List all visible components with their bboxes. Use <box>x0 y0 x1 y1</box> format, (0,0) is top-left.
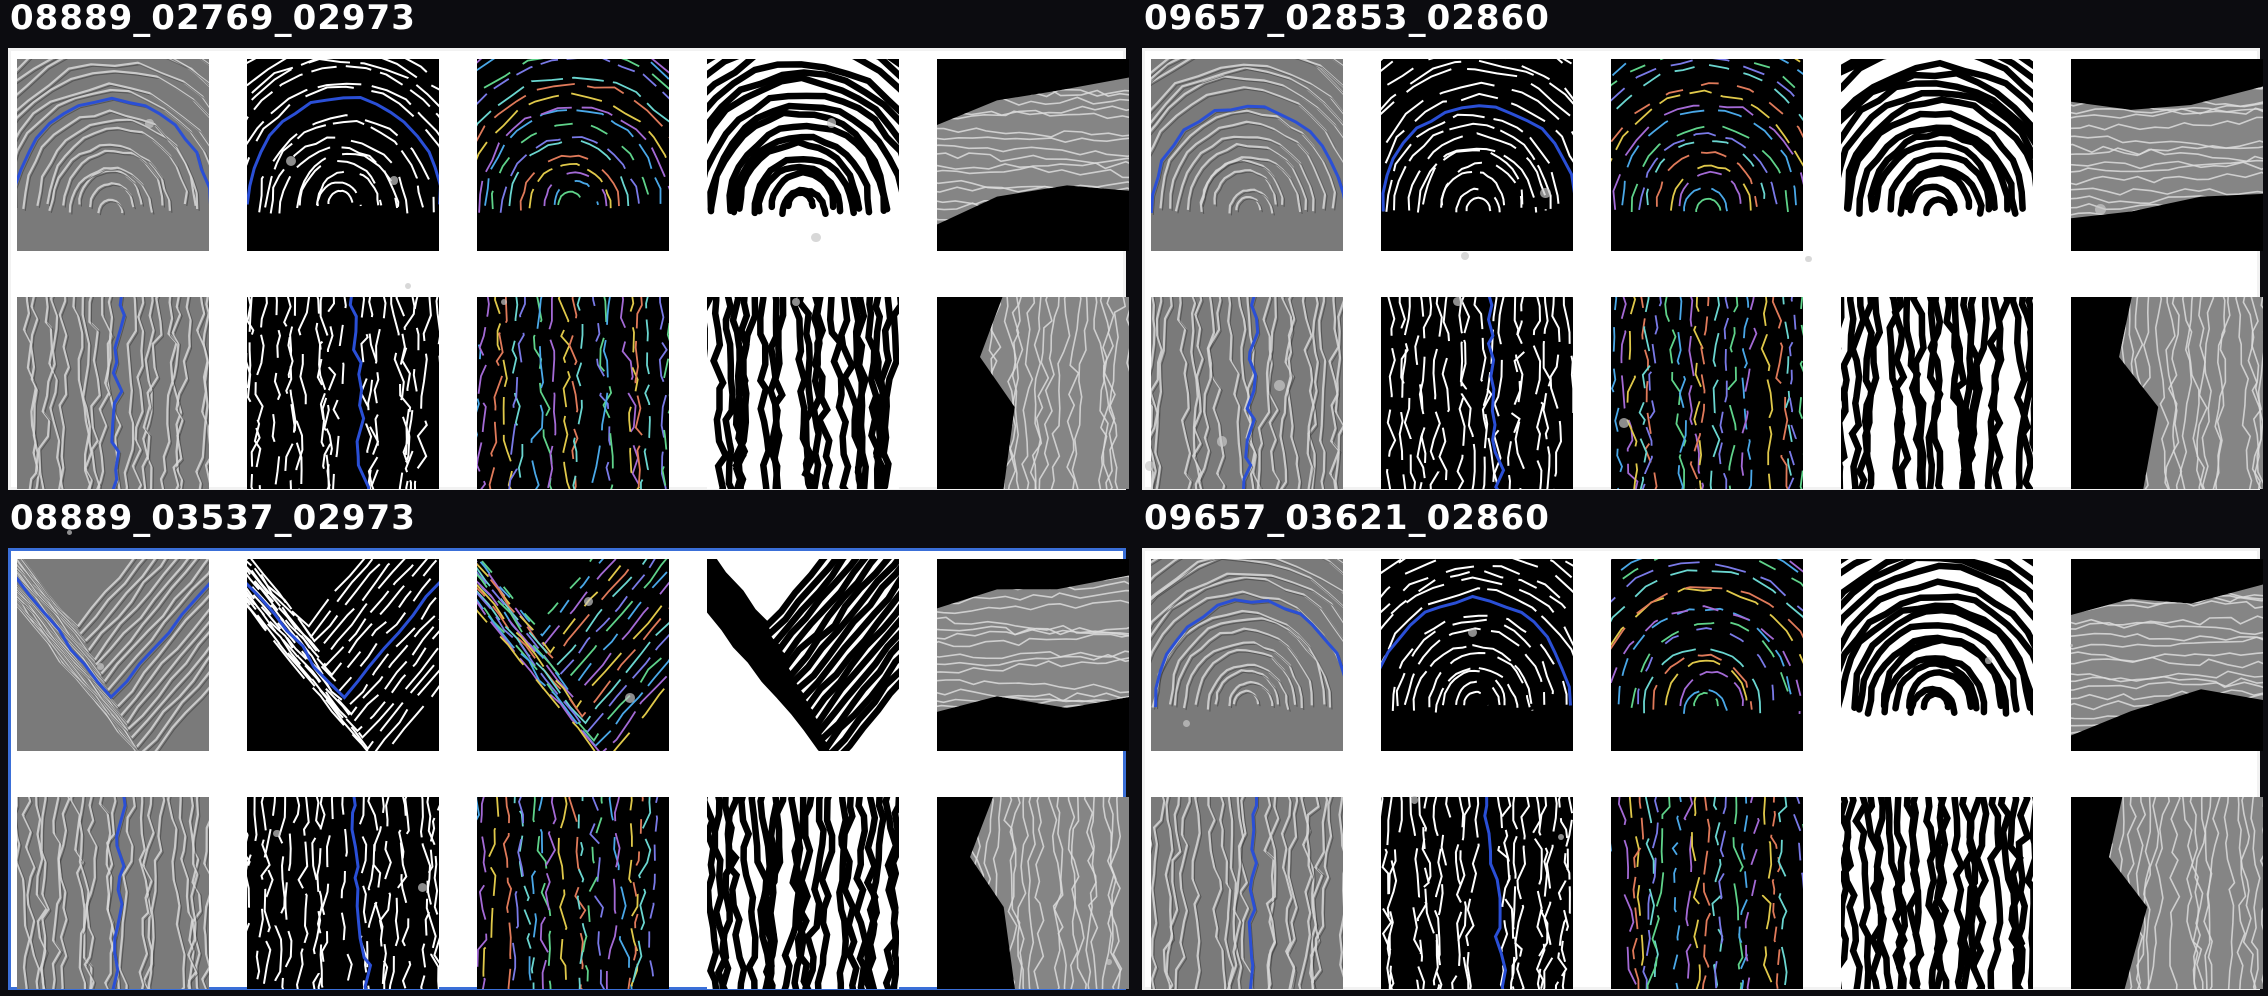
tile-segment-masks-row-1[interactable] <box>477 59 669 251</box>
tile-ct-scan-row-1[interactable] <box>17 59 209 251</box>
image-frame[interactable] <box>8 548 1129 990</box>
panel-p3[interactable]: 08889_03537_02973 <box>8 498 1129 990</box>
dust-dot <box>501 299 508 306</box>
image-frame[interactable] <box>8 48 1129 490</box>
dust-dot <box>1985 657 1992 664</box>
tile-surface-crop-row-1[interactable] <box>2071 559 2263 751</box>
tile-segment-masks-row-1[interactable] <box>1611 559 1803 751</box>
tile-segment-masks-row-2[interactable] <box>1611 297 1803 489</box>
tile-ink-labels-row-1[interactable] <box>247 59 439 251</box>
dust-dot <box>583 596 594 606</box>
tile-ct-scan-row-2[interactable] <box>1151 797 1343 989</box>
image-frame[interactable] <box>1142 48 2263 490</box>
panel-title: 09657_02853_02860 <box>1144 0 1550 38</box>
dust-dot <box>404 282 411 289</box>
dust-dot <box>66 529 72 535</box>
dust-dot <box>273 829 281 838</box>
tile-segment-masks-row-2[interactable] <box>477 297 669 489</box>
dust-dot <box>1106 959 1112 965</box>
dust-dot <box>1619 418 1630 429</box>
tile-ink-labels-row-2[interactable] <box>1381 297 1573 489</box>
tile-surface-crop-row-1[interactable] <box>937 559 1129 751</box>
tile-segment-masks-row-2[interactable] <box>1611 797 1803 989</box>
tile-segment-masks-row-1[interactable] <box>1611 59 1803 251</box>
tile-surface-crop-row-1[interactable] <box>2071 59 2263 251</box>
tile-surface-crop-row-2[interactable] <box>2071 297 2263 489</box>
panel-p4[interactable]: 09657_03621_02860 <box>1142 498 2263 990</box>
panel-title: 08889_02769_02973 <box>10 0 416 38</box>
dust-dot <box>1540 187 1551 198</box>
dust-dot <box>1467 627 1478 638</box>
image-frame[interactable] <box>1142 548 2263 990</box>
dust-dot <box>625 693 635 703</box>
dust-dot <box>1805 255 1812 263</box>
tile-segment-masks-row-2[interactable] <box>477 797 669 989</box>
dust-dot <box>1410 796 1419 804</box>
panel-title: 08889_03537_02973 <box>10 498 416 538</box>
dust-dot <box>285 155 296 166</box>
dust-dot <box>2095 203 2106 215</box>
tile-surface-crop-row-1[interactable] <box>937 59 1129 251</box>
tile-ink-labels-row-1[interactable] <box>247 559 439 751</box>
dust-dot <box>1144 461 1155 471</box>
tile-fingerprint-pattern-row-1[interactable] <box>1841 559 2033 751</box>
tile-ink-labels-row-2[interactable] <box>247 797 439 989</box>
tile-fingerprint-pattern-row-2[interactable] <box>1841 797 2033 989</box>
tile-ink-labels-row-1[interactable] <box>1381 59 1573 251</box>
tile-fingerprint-pattern-row-1[interactable] <box>707 559 899 751</box>
tile-ct-scan-row-1[interactable] <box>1151 559 1343 751</box>
tile-segment-masks-row-1[interactable] <box>477 559 669 751</box>
tile-ct-scan-row-1[interactable] <box>17 559 209 751</box>
tile-fingerprint-pattern-row-1[interactable] <box>1841 59 2033 251</box>
dust-dot <box>1216 435 1228 447</box>
dust-dot <box>791 297 800 306</box>
tile-ct-scan-row-1[interactable] <box>1151 59 1343 251</box>
tile-surface-crop-row-2[interactable] <box>937 297 1129 489</box>
dust-dot <box>389 176 399 185</box>
tile-fingerprint-pattern-row-1[interactable] <box>707 59 899 251</box>
panel-p2[interactable]: 09657_02853_02860 <box>1142 0 2263 490</box>
dust-dot <box>145 119 154 128</box>
dust-dot <box>1453 296 1463 307</box>
tile-fingerprint-pattern-row-2[interactable] <box>707 797 899 989</box>
panel-title: 09657_03621_02860 <box>1144 498 1550 538</box>
tile-fingerprint-pattern-row-2[interactable] <box>1841 297 2033 489</box>
dust-dot <box>1274 380 1286 392</box>
tile-surface-crop-row-2[interactable] <box>937 797 1129 989</box>
panel-p1[interactable]: 08889_02769_02973 <box>8 0 1129 490</box>
dust-dot <box>1182 719 1190 727</box>
tile-ct-scan-row-2[interactable] <box>1151 297 1343 489</box>
dust-dot <box>1460 252 1469 261</box>
tile-ink-labels-row-1[interactable] <box>1381 559 1573 751</box>
tile-ct-scan-row-2[interactable] <box>17 797 209 989</box>
dust-dot <box>417 883 427 893</box>
dust-dot <box>2069 643 2074 647</box>
tile-ink-labels-row-2[interactable] <box>247 297 439 489</box>
tile-ct-scan-row-2[interactable] <box>17 297 209 489</box>
dust-dot <box>811 232 821 243</box>
dust-dot <box>1557 833 1564 840</box>
dust-dot <box>826 118 836 128</box>
tile-ink-labels-row-2[interactable] <box>1381 797 1573 989</box>
tile-surface-crop-row-2[interactable] <box>2071 797 2263 989</box>
dust-dot <box>96 662 104 670</box>
tile-fingerprint-pattern-row-2[interactable] <box>707 297 899 489</box>
